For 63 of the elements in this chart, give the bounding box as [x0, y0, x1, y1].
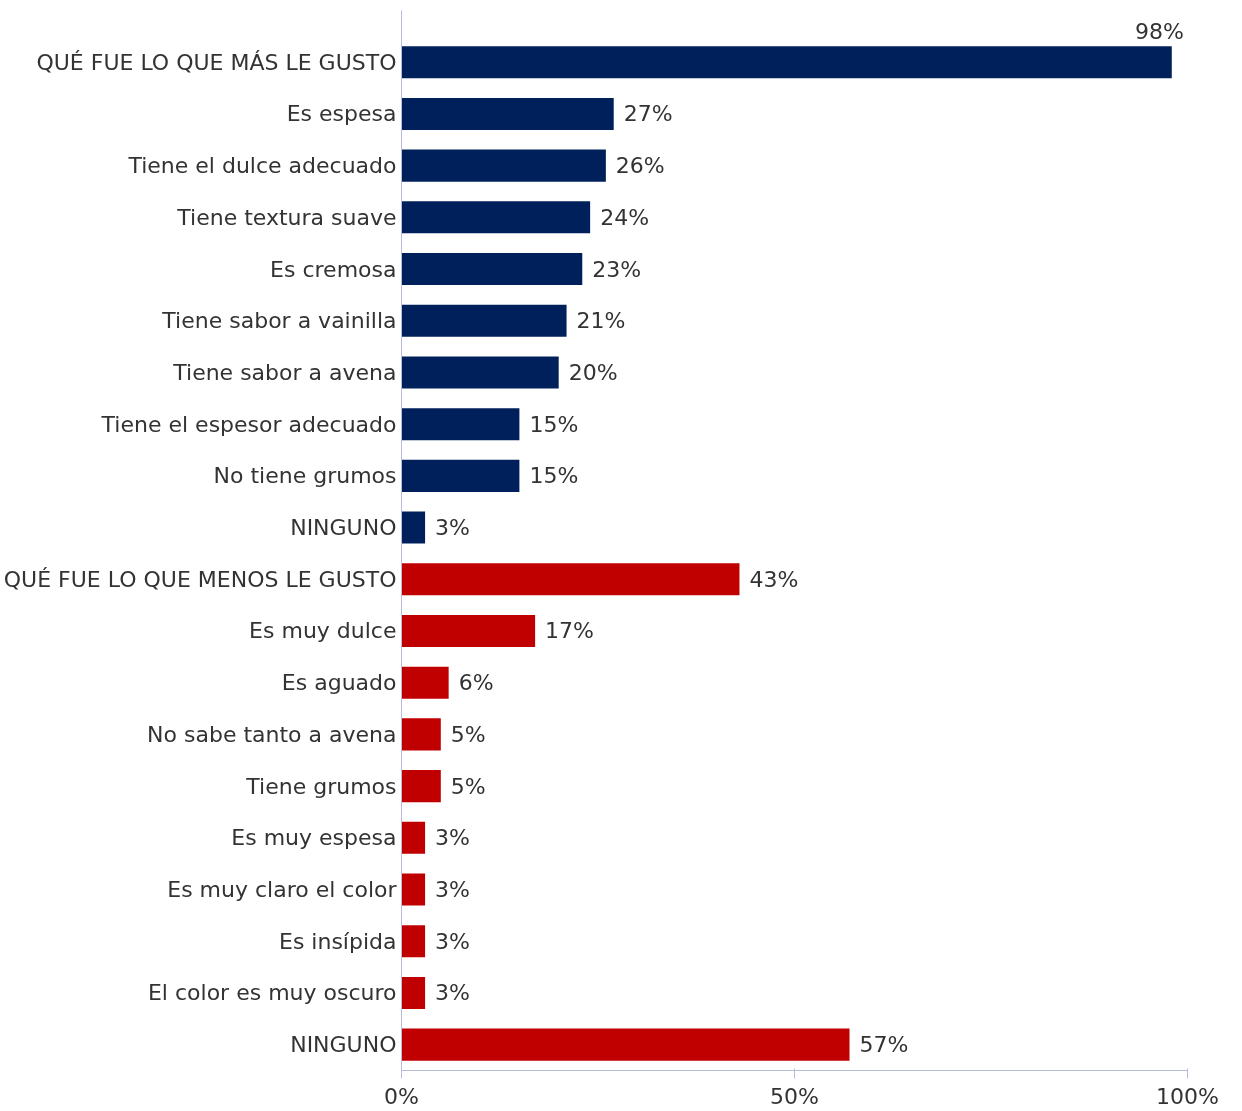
- x-tick-label: 100%: [1156, 1083, 1219, 1109]
- bar: [401, 304, 567, 337]
- bar: [401, 563, 740, 596]
- y-tick-label: Es aguado: [281, 670, 397, 696]
- data-label: 21%: [576, 308, 626, 334]
- data-label: 15%: [529, 463, 579, 489]
- bar: [401, 1028, 850, 1061]
- y-tick-label: Es muy espesa: [231, 825, 397, 851]
- bar: [401, 459, 520, 492]
- data-label: 3%: [435, 515, 470, 541]
- bar: [401, 201, 591, 234]
- data-label: 98%: [1134, 19, 1184, 45]
- bar: [401, 149, 606, 182]
- bar: [401, 97, 614, 130]
- y-tick-label: Tiene textura suave: [176, 204, 397, 230]
- y-tick-label: No tiene grumos: [213, 463, 397, 489]
- y-tick-label: NINGUNO: [290, 1032, 397, 1058]
- data-label: 17%: [545, 618, 595, 644]
- bar: [401, 46, 1172, 79]
- y-tick-label: Tiene el espesor adecuado: [100, 411, 397, 437]
- data-label: 5%: [450, 773, 486, 799]
- data-label: 15%: [529, 411, 579, 437]
- y-tick-label: Es cremosa: [270, 256, 397, 282]
- data-label: 27%: [623, 101, 673, 127]
- y-tick-label: Tiene sabor a avena: [172, 359, 397, 385]
- data-label: 24%: [600, 204, 650, 230]
- bar: [401, 614, 536, 648]
- y-tick-label: Es espesa: [286, 101, 397, 127]
- y-tick-label: Es muy claro el color: [167, 877, 398, 903]
- bar: [401, 821, 426, 854]
- data-label: 3%: [435, 877, 470, 903]
- data-label: 5%: [450, 721, 486, 747]
- y-tick-label: QUÉ FUE LO QUE MÁS LE GUSTO: [36, 49, 397, 75]
- bar: [401, 408, 520, 441]
- bar: [401, 253, 583, 286]
- y-tick-label: Tiene grumos: [245, 773, 397, 799]
- y-tick-label: NINGUNO: [290, 515, 397, 541]
- y-tick-label: Es muy dulce: [249, 618, 397, 644]
- y-tick-label: Tiene el dulce adecuado: [127, 153, 397, 179]
- data-label: 3%: [435, 928, 470, 954]
- data-label: 26%: [615, 153, 665, 179]
- y-tick-label: QUÉ FUE LO QUE MENOS LE GUSTO: [3, 566, 397, 592]
- bar: [401, 873, 426, 906]
- data-label: 57%: [859, 1032, 909, 1058]
- bar: [401, 356, 559, 389]
- bar: [401, 976, 426, 1009]
- x-tick-label: 0%: [384, 1083, 419, 1109]
- data-label: 43%: [749, 566, 799, 592]
- data-label: 3%: [435, 980, 470, 1006]
- data-label: 20%: [568, 359, 618, 385]
- y-tick-label: Tiene sabor a vainilla: [161, 308, 397, 334]
- bar: [401, 666, 449, 699]
- y-tick-label: El color es muy oscuro: [147, 980, 397, 1006]
- data-label: 3%: [435, 825, 470, 851]
- bar: [401, 770, 441, 803]
- y-tick-label: No sabe tanto a avena: [147, 721, 397, 747]
- y-tick-label: Es insípida: [278, 928, 397, 954]
- bar: [401, 511, 426, 544]
- x-tick-label: 50%: [770, 1083, 819, 1109]
- data-label: 23%: [592, 256, 642, 282]
- data-label: 6%: [458, 670, 494, 696]
- bar: [401, 925, 426, 958]
- bar: [401, 718, 441, 751]
